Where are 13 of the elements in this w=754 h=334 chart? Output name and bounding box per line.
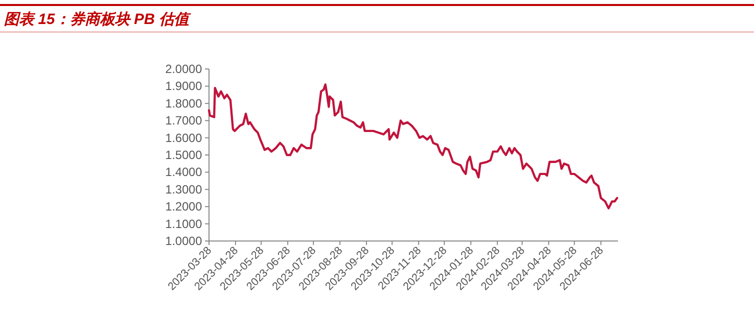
y-tick-label: 2.0000 xyxy=(165,62,202,76)
y-tick-label: 1.6000 xyxy=(165,130,202,145)
y-tick-label: 1.8000 xyxy=(165,96,202,110)
y-tick-label: 1.4000 xyxy=(165,165,202,180)
y-tick-label: 1.5000 xyxy=(165,148,202,162)
line-series xyxy=(208,83,618,210)
y-tick-label: 1.3000 xyxy=(165,182,202,196)
y-tick-label: 1.0000 xyxy=(165,234,202,248)
chart-title: 图表 15：券商板块 PB 估值 xyxy=(4,10,192,28)
y-tick-label: 1.2000 xyxy=(165,200,202,214)
y-tick-label: 1.1000 xyxy=(165,216,202,231)
y-tick-label: 1.9000 xyxy=(165,79,202,94)
y-tick-label: 1.7000 xyxy=(165,114,202,128)
